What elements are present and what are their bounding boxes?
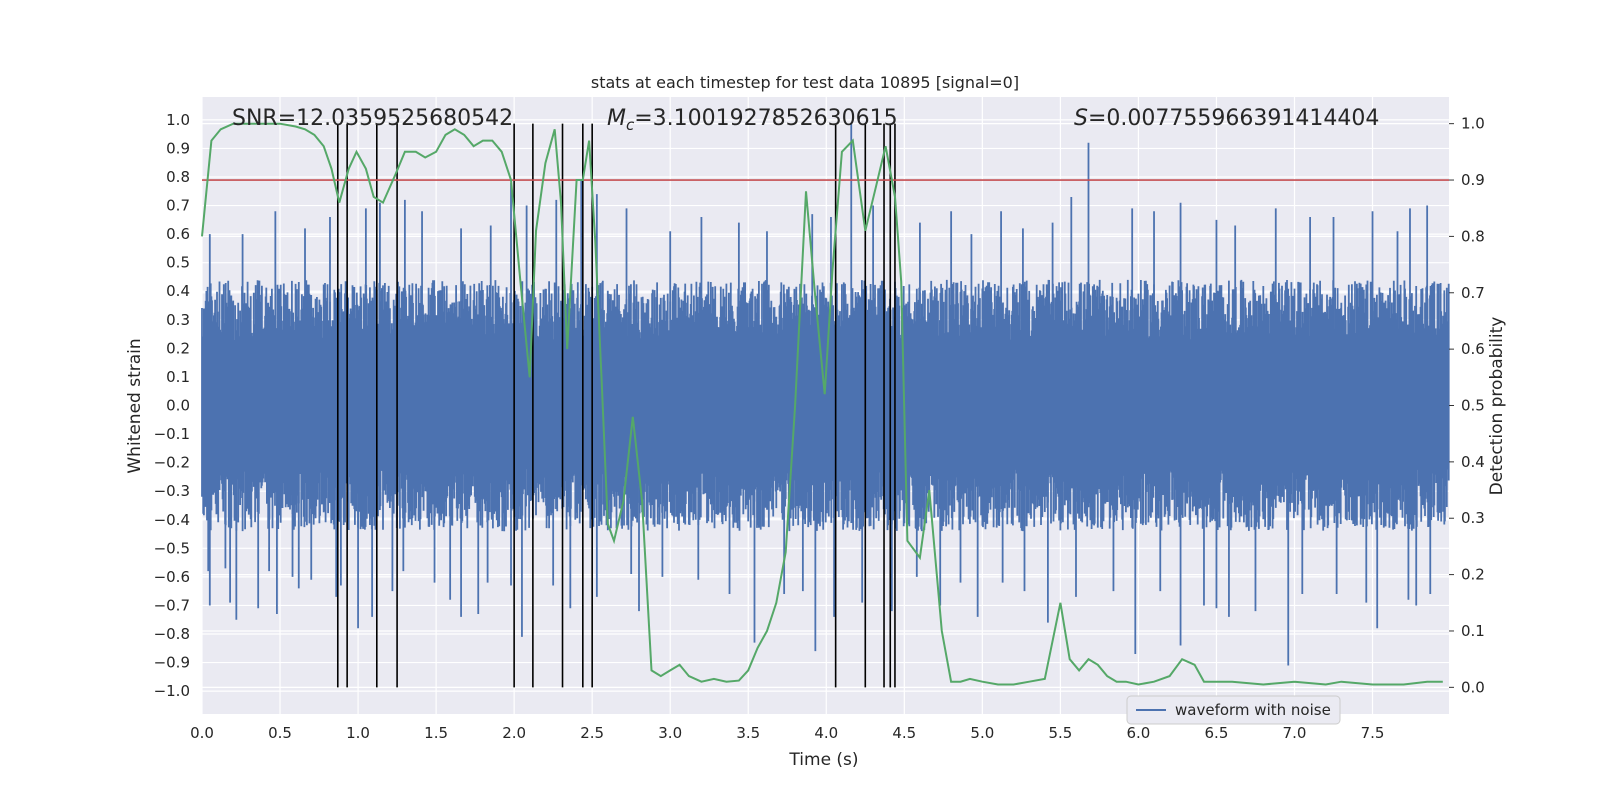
chart-title: stats at each timestep for test data 108…	[591, 73, 1019, 92]
y-left-tick-label: −0.6	[154, 568, 190, 586]
y-right-tick-label: 0.2	[1461, 566, 1485, 584]
x-tick-label: 2.0	[502, 724, 526, 742]
y-left-tick-label: 0.9	[166, 139, 190, 157]
y-left-tick-label: 0.6	[166, 225, 190, 243]
mc-value: =3.1001927852630615	[634, 106, 897, 131]
legend-label: waveform with noise	[1175, 701, 1331, 719]
y-right-tick-label: 0.6	[1461, 340, 1485, 358]
x-tick-label: 1.5	[424, 724, 448, 742]
y-axis-right-label: Detection probability	[1487, 317, 1507, 496]
x-tick-label: 7.5	[1361, 724, 1385, 742]
y-right-tick-label: 0.0	[1461, 678, 1485, 696]
y-left-tick-label: 0.3	[166, 311, 190, 329]
y-right-tick-label: 0.3	[1461, 509, 1485, 527]
legend: waveform with noise	[1126, 695, 1341, 725]
s-annotation: S=0.007755966391414404	[1074, 106, 1379, 131]
x-tick-label: 1.0	[346, 724, 370, 742]
snr-annotation: SNR=12.0359525680542	[232, 106, 513, 131]
legend-box	[1126, 695, 1341, 725]
y-left-tick-label: −0.4	[154, 511, 190, 529]
x-tick-label: 3.0	[658, 724, 682, 742]
detection-probability-line	[201, 122, 1443, 686]
waveform-series	[201, 122, 1450, 666]
s-value: =0.007755966391414404	[1088, 106, 1379, 131]
x-axis-label: Time (s)	[788, 750, 858, 770]
x-tick-label: 4.0	[814, 724, 838, 742]
y-left-tick-label: −0.8	[154, 625, 190, 643]
y-right-tick-label: 0.7	[1461, 284, 1485, 302]
x-tick-label: 7.0	[1283, 724, 1307, 742]
y-left-tick-label: −0.9	[154, 654, 190, 672]
y-left-tick-label: 0.4	[166, 282, 190, 300]
y-right-tick-label: 0.1	[1461, 622, 1485, 640]
y-right-tick-label: 0.8	[1461, 227, 1485, 245]
x-tick-label: 2.5	[580, 724, 604, 742]
x-tick-label: 0.0	[190, 724, 214, 742]
x-tick-label: 6.5	[1205, 724, 1229, 742]
mc-symbol: M	[607, 106, 626, 131]
chirp-mass-annotation: Mc=3.1001927852630615	[607, 106, 898, 134]
y-axis-left-label: Whitened strain	[125, 338, 145, 473]
y-left-tick-label: −0.3	[154, 482, 190, 500]
x-tick-label: 4.5	[892, 724, 916, 742]
y-right-tick-label: 0.9	[1461, 171, 1485, 189]
x-tick-label: 3.5	[736, 724, 760, 742]
y-right-tick-label: 0.4	[1461, 453, 1485, 471]
y-left-tick-label: 0.0	[166, 397, 190, 415]
y-left-tick-label: 0.2	[166, 339, 190, 357]
y-left-tick-label: 0.5	[166, 254, 190, 272]
y-right-tick-label: 1.0	[1461, 115, 1485, 133]
x-tick-label: 0.5	[268, 724, 292, 742]
y-left-tick-label: 0.8	[166, 168, 190, 186]
y-right-tick-label: 0.5	[1461, 397, 1485, 415]
mc-subscript: c	[626, 116, 635, 134]
y-left-tick-label: 1.0	[166, 111, 190, 129]
s-symbol: S	[1074, 106, 1088, 131]
y-left-tick-label: −0.5	[154, 539, 190, 557]
x-tick-label: 5.5	[1048, 724, 1072, 742]
x-tick-label: 5.0	[970, 724, 994, 742]
x-tick-label: 6.0	[1126, 724, 1150, 742]
y-left-tick-label: −1.0	[154, 682, 190, 700]
y-left-tick-label: 0.7	[166, 197, 190, 215]
y-left-tick-label: −0.2	[154, 454, 190, 472]
axis-ticks: 0.0 0.5 1.0 1.5 2.0 2.5 3.0 3.5 4.0 4.5 5.0 5.5 6.0 6…	[154, 111, 1485, 742]
y-left-tick-label: 0.1	[166, 368, 190, 386]
y-left-tick-label: −0.1	[154, 425, 190, 443]
y-left-tick-label: −0.7	[154, 596, 190, 614]
